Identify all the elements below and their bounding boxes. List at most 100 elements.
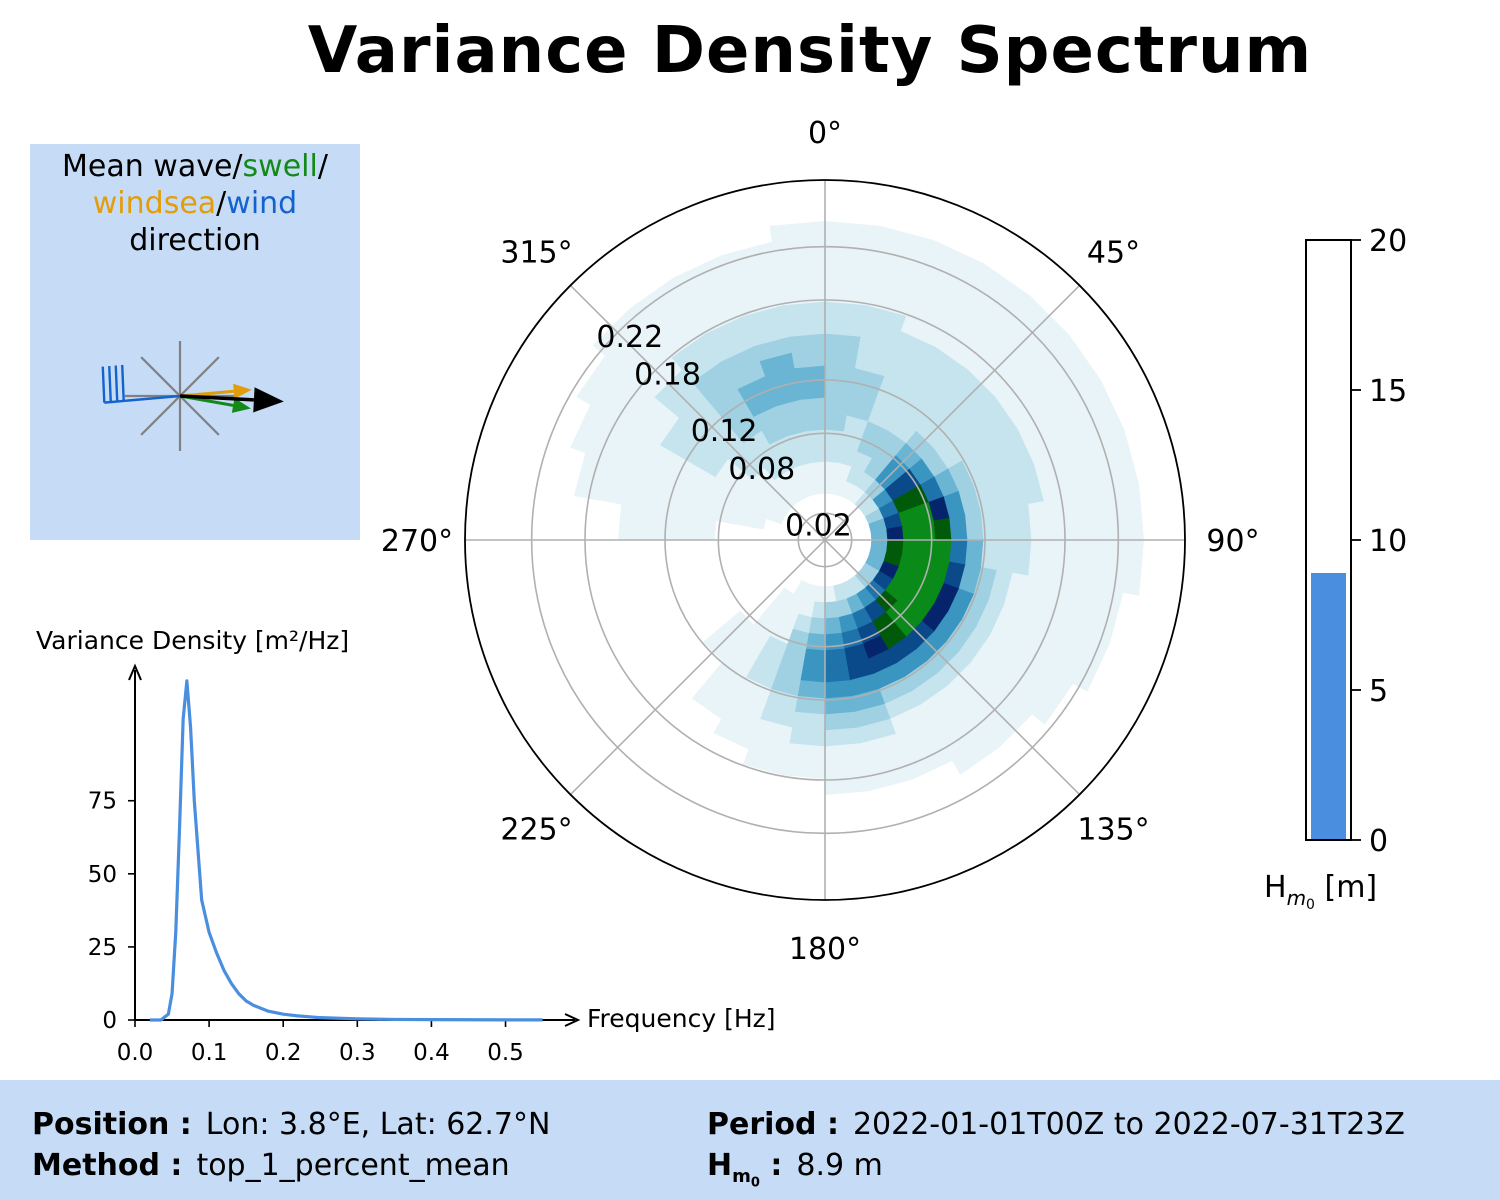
spectrum-cell — [824, 648, 848, 667]
hm0-tick-label: 20 — [1369, 224, 1407, 259]
period-label: Period : — [707, 1107, 839, 1142]
method-value: top_1_percent_mean — [196, 1148, 510, 1183]
caption-segment: direction — [129, 223, 261, 258]
spectrum-cell — [886, 525, 904, 541]
radial-tick-label: 0.22 — [596, 320, 663, 355]
hm0-row: Hm0 : 8.9 m — [707, 1148, 883, 1191]
y-tick-label: 0 — [102, 1008, 117, 1034]
spectrum-cell — [742, 748, 787, 776]
hm0-value: 8.9 m — [796, 1148, 883, 1183]
direction-legend-caption: Mean wave/swell/windsea/wind direction — [30, 148, 360, 259]
caption-segment: Mean wave/ — [62, 149, 243, 184]
radial-tick-label: 0.08 — [728, 452, 795, 487]
arrow-head — [253, 387, 284, 413]
caption-segment: windsea — [92, 186, 217, 221]
x-tick-label: 0.4 — [413, 1040, 450, 1066]
chart-title: Variance Density Spectrum — [307, 14, 1313, 88]
x-tick-label: 0.3 — [339, 1040, 376, 1066]
radial-tick-label: 0.02 — [785, 508, 852, 543]
spectrum-cell — [949, 514, 968, 541]
spectrum-cell — [951, 734, 1000, 775]
radial-tick-label: 0.18 — [634, 358, 701, 393]
spectrum-cell — [1031, 674, 1074, 725]
spectrum-cell — [698, 517, 717, 541]
spectrum-cell — [799, 397, 826, 416]
spectrum-cell — [713, 718, 755, 750]
hm0-bar-chart: 0 5 10 15 20 Hm0 [m] — [1264, 224, 1407, 913]
spectrum-cell — [824, 381, 853, 400]
caption-line-1: windsea/wind — [30, 185, 360, 222]
x-axis-arrow-icon — [564, 1013, 581, 1027]
spectrum-cell — [808, 445, 826, 463]
spectrum-cell — [618, 503, 638, 541]
x-axis-label: Frequency [Hz] — [587, 1004, 776, 1033]
spectrum-cell — [824, 413, 848, 432]
spectrum-cell — [666, 512, 685, 541]
spectrum-cell — [634, 506, 654, 541]
spectrum-cells — [570, 221, 1144, 795]
angle-label: 270° — [381, 524, 453, 559]
direction-legend-panel: Mean wave/swell/windsea/wind direction — [30, 144, 360, 540]
spectrum-cell — [933, 539, 952, 563]
method-row: Method : top_1_percent_mean — [32, 1148, 510, 1183]
barb-staff — [104, 394, 181, 404]
position-row: Position : Lon: 3.8°E, Lat: 62.7°N — [32, 1107, 550, 1142]
spectrum-cell — [917, 520, 936, 541]
spectrum-cell — [824, 601, 840, 619]
x-tick-label: 0.5 — [487, 1040, 524, 1066]
hm0-tick-label: 15 — [1369, 374, 1407, 409]
radial-tick-label: 0.12 — [691, 414, 758, 449]
period-row: Period : 2022-01-01T00Z to 2022-07-31T23Z — [707, 1107, 1405, 1142]
spectrum-cell — [805, 429, 826, 448]
angle-label: 45° — [1087, 236, 1140, 271]
spectrum-cell — [824, 617, 842, 635]
info-footer: Position : Lon: 3.8°E, Lat: 62.7°N Method… — [0, 1080, 1500, 1200]
spectrum-cell — [691, 685, 731, 720]
spectrum-cell — [824, 711, 859, 731]
spectrum-cell — [797, 381, 826, 400]
frequency-spectrum-chart: Variance Density [m²/Hz] Frequency [Hz] 0.… — [36, 626, 776, 1066]
y-tick-label: 25 — [88, 935, 117, 961]
spectrum-cell — [965, 512, 984, 541]
spectrum-cell — [965, 539, 984, 568]
angular-gridline — [569, 284, 1081, 796]
spectrum-cell — [824, 429, 845, 448]
y-tick-label: 50 — [88, 862, 117, 888]
spectrum-cell — [917, 539, 936, 560]
hm0-axis-label: Hm0 [m] — [1264, 870, 1377, 913]
barb-feather — [101, 366, 106, 403]
angle-label: 315° — [500, 236, 572, 271]
arrow-head — [233, 383, 252, 399]
x-tick-label: 0.1 — [191, 1040, 228, 1066]
spectrum-cell — [791, 349, 826, 369]
angle-label: 225° — [500, 812, 572, 847]
caption-line-2: direction — [30, 222, 360, 259]
caption-segment: swell — [242, 149, 318, 184]
polar-spectrum-chart: 0° 45° 90° 135° 180° 225° 270° 315° 0.02 0.080.12… — [381, 116, 1260, 967]
angle-label: 90° — [1206, 524, 1259, 559]
spectrum-cell — [824, 680, 853, 699]
spectrum-cell — [949, 539, 968, 566]
hm0-tick-label: 5 — [1369, 674, 1388, 709]
method-label: Method : — [32, 1148, 183, 1183]
spectrum-cell — [996, 506, 1016, 541]
spectrum-cell — [682, 514, 701, 541]
spectrum-cell — [902, 523, 920, 541]
y-tick-label: 75 — [88, 789, 117, 815]
spectrum-cell — [933, 517, 952, 541]
angle-label: 0° — [808, 116, 842, 151]
spectrum-cell — [802, 413, 826, 432]
barb-feather — [114, 365, 119, 402]
direction-diagram — [101, 341, 284, 451]
arrow-shaft — [179, 394, 254, 402]
hm0-tick-label: 10 — [1369, 524, 1407, 559]
arrow-head — [231, 397, 251, 413]
caption-line-0: Mean wave/swell/ — [30, 148, 360, 185]
period-value: 2022-01-01T00Z to 2022-07-31T23Z — [852, 1107, 1405, 1142]
spectrum-cell — [996, 539, 1016, 574]
spectrum-cell — [824, 632, 845, 651]
spectrum-cell — [824, 774, 870, 795]
x-tick-label: 0.0 — [117, 1040, 154, 1066]
y-axis-label: Variance Density [m²/Hz] — [36, 626, 349, 655]
spectrum-cell — [824, 397, 851, 416]
